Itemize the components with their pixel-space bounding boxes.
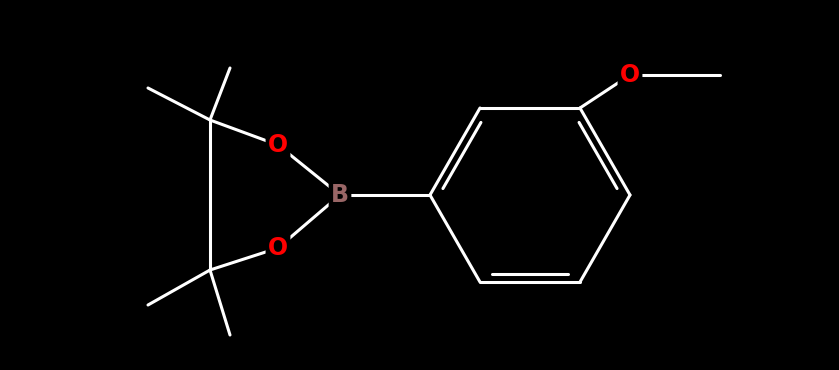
Text: B: B <box>331 183 349 207</box>
Text: O: O <box>268 236 288 260</box>
Text: O: O <box>620 63 640 87</box>
Text: O: O <box>268 133 288 157</box>
